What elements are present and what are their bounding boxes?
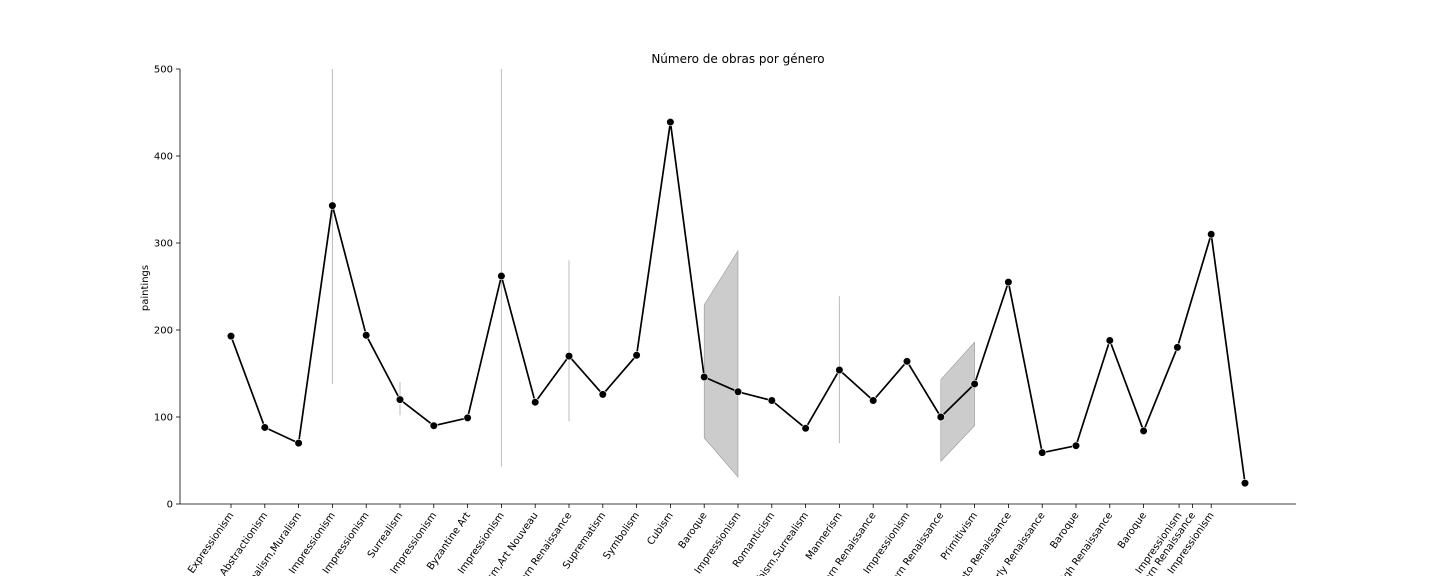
data-point (1173, 343, 1182, 352)
confidence-bands (703, 249, 975, 478)
data-points (226, 117, 1250, 488)
data-point (1071, 441, 1081, 450)
data-point (564, 352, 574, 361)
data-point (1105, 336, 1114, 345)
chart-title: Número de obras por género (651, 52, 824, 66)
data-point (936, 412, 945, 422)
y-axis-ticks: 0 100 200 300 400 500 (154, 65, 180, 511)
data-point (1038, 448, 1047, 457)
data-point (429, 421, 438, 430)
x-tick-label: Early Renaissance (987, 510, 1048, 576)
data-point (531, 398, 540, 407)
data-point (1207, 230, 1216, 239)
y-tick-label: 200 (154, 326, 173, 337)
confidence-band (940, 341, 975, 463)
y-tick-label: 100 (154, 413, 173, 424)
data-point (598, 390, 607, 399)
y-axis-title: paintings (140, 265, 151, 311)
data-point (767, 396, 776, 405)
x-tick-label: Baroque (677, 510, 710, 551)
x-tick-label: Cubism (645, 510, 675, 547)
data-point (970, 379, 979, 389)
data-point (835, 365, 844, 375)
y-tick-label: 500 (154, 65, 173, 76)
x-tick-label: Baroque (1116, 510, 1149, 551)
data-point (497, 271, 506, 281)
data-point (362, 331, 371, 340)
data-point (226, 331, 236, 341)
data-point (666, 117, 675, 127)
data-point (869, 396, 878, 405)
data-point (260, 423, 269, 432)
data-point (733, 387, 743, 396)
data-point (902, 357, 912, 366)
data-point (700, 372, 709, 382)
data-point (632, 351, 641, 360)
data-point (395, 395, 405, 404)
data-point (328, 201, 337, 210)
y-tick-label: 400 (154, 152, 173, 163)
x-axis-ticks: ExpressionismAbstractionismRealism,Mural… (186, 504, 1217, 576)
x-tick-label: Symbolism (602, 510, 643, 561)
y-tick-label: 0 (167, 500, 173, 511)
data-point (294, 439, 303, 448)
data-point (463, 413, 472, 422)
x-tick-label: Baroque (1048, 510, 1081, 551)
data-point (1139, 426, 1148, 436)
data-point (1004, 278, 1013, 287)
y-tick-label: 300 (154, 239, 173, 250)
data-point (1240, 479, 1250, 488)
confidence-band (703, 249, 739, 478)
data-point (801, 424, 810, 433)
